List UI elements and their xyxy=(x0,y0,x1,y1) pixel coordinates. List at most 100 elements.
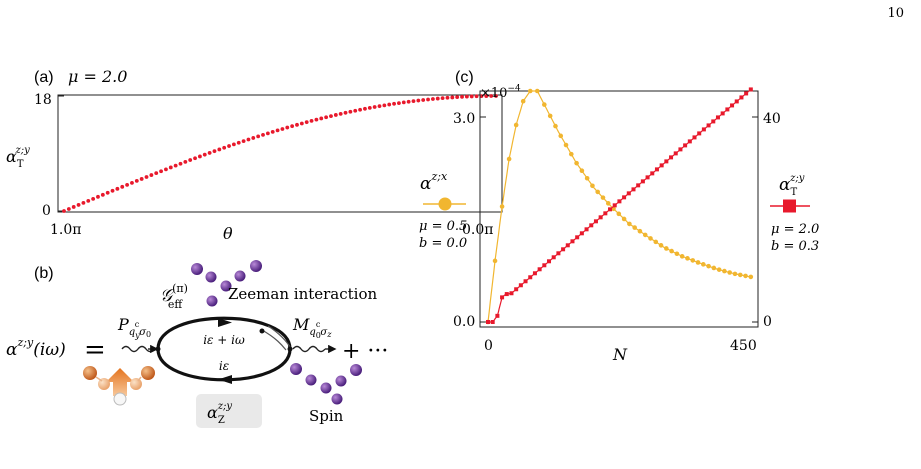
purple-ball-icon xyxy=(320,382,332,394)
yellow-series-point xyxy=(600,195,606,200)
left-ytick-bottom: 0.0 xyxy=(453,314,475,330)
red-series-point xyxy=(584,227,589,232)
orange-ball-icon xyxy=(141,366,155,380)
red-series-point xyxy=(486,320,490,324)
yellow-series-point xyxy=(727,270,733,275)
alpha-z-box xyxy=(196,394,262,428)
red-series-point xyxy=(556,251,561,256)
red-series-point xyxy=(551,255,556,260)
red-series-point xyxy=(589,223,594,228)
plus-ellipsis: + ··· xyxy=(342,339,388,364)
panel-a-point xyxy=(348,109,353,114)
red-series-point xyxy=(683,143,688,148)
red-series-point xyxy=(575,235,580,240)
panel-a-point xyxy=(139,177,144,181)
left-wavy-line xyxy=(121,345,155,353)
orange-ball-icon xyxy=(83,366,97,380)
panel-a-point xyxy=(285,125,290,130)
panel-a-point xyxy=(251,136,256,140)
panel-a-point xyxy=(343,110,348,115)
panel-a-point xyxy=(256,134,261,139)
panel-a-point xyxy=(105,190,110,195)
panel-a-param: μ = 2.0 xyxy=(68,67,127,86)
panel-a-point xyxy=(144,175,149,179)
spin-chain xyxy=(290,363,362,405)
yellow-series-point xyxy=(584,175,590,181)
p-vertex-label: Pqycσ0 xyxy=(117,315,151,340)
panel-a-point xyxy=(469,94,474,99)
red-series-point xyxy=(523,279,528,284)
zeeman-label: Zeeman interaction xyxy=(228,285,378,303)
upper-arrow-icon xyxy=(218,318,232,327)
red-series-point xyxy=(608,207,613,212)
panel-a-point xyxy=(246,137,251,142)
red-series-point xyxy=(734,99,739,104)
lower-arrow-icon xyxy=(218,375,232,384)
panel-a-point xyxy=(241,139,246,144)
panel-a-point xyxy=(71,205,76,209)
purple-ball-icon xyxy=(234,270,246,282)
purple-ball-icon xyxy=(191,263,203,275)
panel-a-point xyxy=(212,149,217,154)
yellow-series-line xyxy=(487,90,753,323)
panel-a-point xyxy=(130,180,134,185)
red-series-point xyxy=(706,123,711,128)
panel-a-point xyxy=(484,94,489,98)
panel-b-lhs: αz;y(iω) xyxy=(6,336,66,360)
red-series-point xyxy=(711,119,716,124)
panel-a-point xyxy=(464,94,469,99)
panel-c-xtick-left: 0 xyxy=(484,338,493,354)
yellow-series-point xyxy=(732,271,738,277)
panel-c-xlabel: N xyxy=(612,345,628,364)
panel-a-point xyxy=(164,167,168,172)
panel-a-ticks xyxy=(58,95,64,212)
right-param-mu: μ = 2.0 xyxy=(771,222,819,237)
yellow-series-point xyxy=(722,268,727,274)
red-series-point xyxy=(514,287,519,292)
panel-a-point xyxy=(406,99,411,104)
panel-a-frame xyxy=(57,94,503,213)
red-series-point xyxy=(692,135,697,140)
panel-a-point xyxy=(450,95,455,100)
red-series-point xyxy=(664,159,669,164)
panel-a-point xyxy=(280,127,285,131)
red-series-point xyxy=(626,191,631,196)
panel-a-point xyxy=(358,107,362,112)
panel-a-ytick-top: 18 xyxy=(34,92,52,108)
yellow-series-point xyxy=(627,221,632,227)
panel-a-point xyxy=(397,101,401,105)
yellow-series-point xyxy=(534,88,540,94)
red-series-point xyxy=(650,171,655,176)
panel-a-xtick-right: 0.0π xyxy=(462,222,493,238)
panel-a-point xyxy=(207,151,212,155)
panel-a-point xyxy=(426,97,430,102)
panel-a-ylabel: αTz;y xyxy=(6,145,30,170)
panel-a-point xyxy=(91,196,96,201)
red-series-point xyxy=(725,107,730,112)
panel-a-point xyxy=(299,121,304,126)
red-series-point xyxy=(687,139,692,144)
red-series-point xyxy=(744,91,749,96)
panel-a-point xyxy=(66,207,71,211)
panel-a-point xyxy=(265,131,270,136)
purple-ball-icon xyxy=(206,295,218,307)
panel-a-point xyxy=(314,117,319,122)
panel-a-point xyxy=(275,128,280,133)
yellow-series-point xyxy=(621,216,627,222)
lower-energy-label: iε xyxy=(219,359,229,373)
red-series-point xyxy=(495,313,500,318)
panel-a-label: (a) xyxy=(34,69,54,86)
panel-a-point xyxy=(435,96,440,101)
panel-a-point xyxy=(159,169,163,174)
panel-c-ticks xyxy=(480,116,758,323)
left-ylabel: αz;x xyxy=(420,170,448,194)
panel-a-point xyxy=(387,102,392,107)
red-series-point xyxy=(617,199,622,204)
panel-a-point xyxy=(270,129,275,134)
yellow-series-point xyxy=(574,160,579,166)
panel-a-point xyxy=(217,147,222,152)
purple-ball-icon xyxy=(305,374,317,386)
panel-a-point xyxy=(338,111,343,116)
purple-ball-icon xyxy=(205,271,217,283)
panel-a-point xyxy=(100,192,105,197)
